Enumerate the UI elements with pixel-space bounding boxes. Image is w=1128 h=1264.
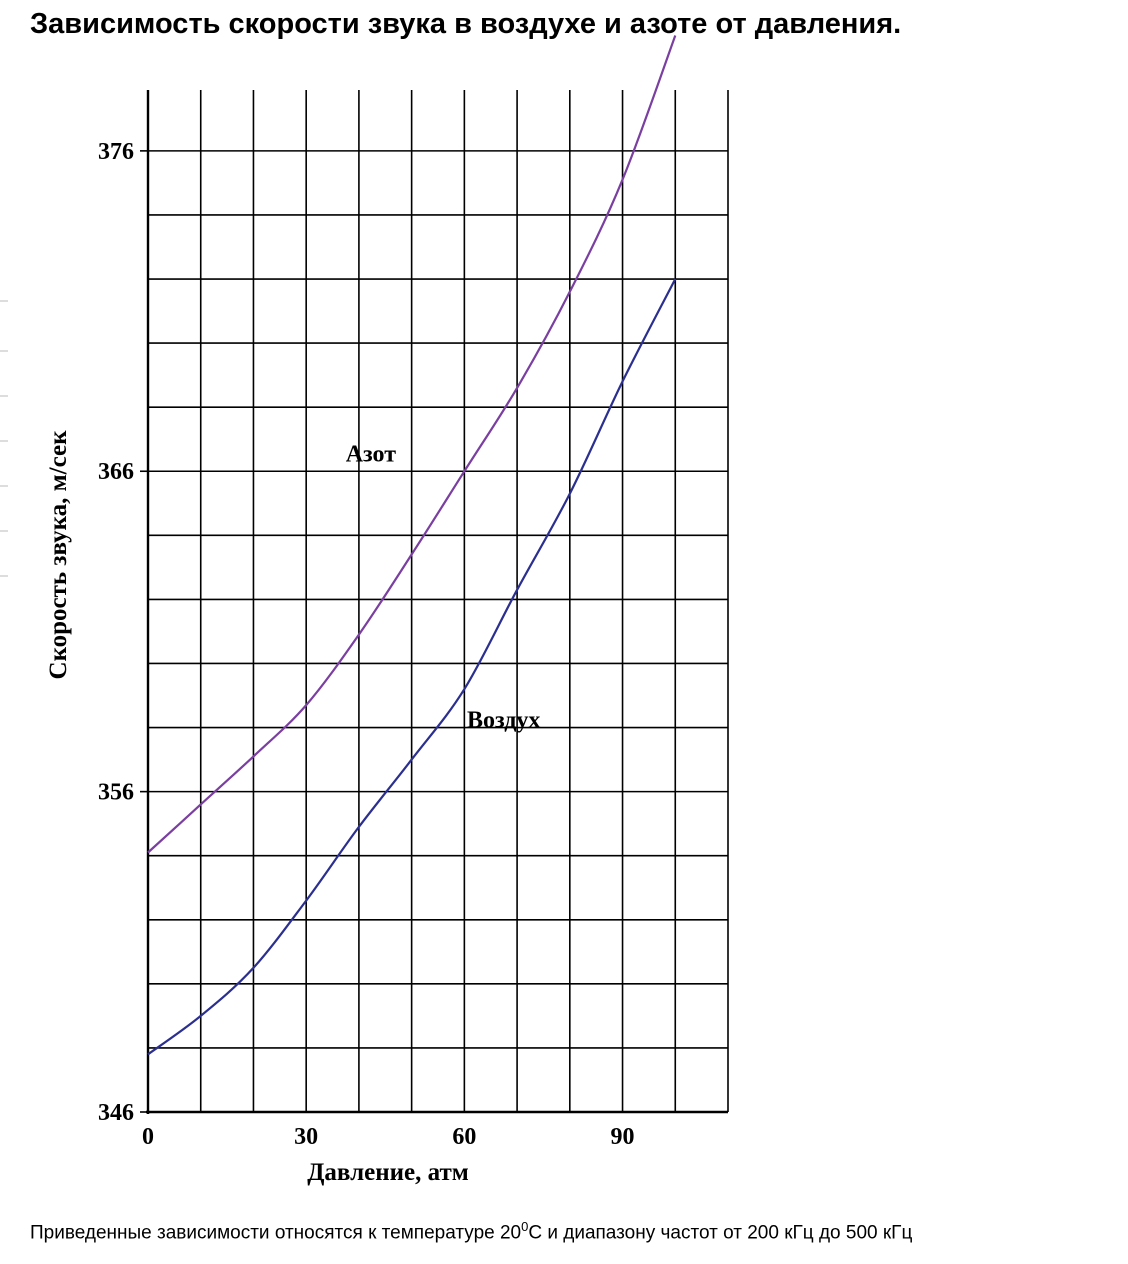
series-line-nitrogen: [147, 35, 677, 854]
x-tick-label: 0: [142, 1124, 154, 1150]
y-tick-label: 376: [98, 139, 134, 165]
edge-artifact: [0, 350, 8, 352]
series-annotation: Воздух: [467, 708, 540, 734]
edge-artifact: [0, 575, 8, 577]
footnote-text-before: Приведенные зависимости относятся к темп…: [30, 1222, 522, 1244]
series-annotation: Азот: [346, 442, 397, 468]
y-axis-label: Скорость звука, м/сек: [45, 430, 72, 680]
chart: Азот Воздух 346 356 366 376 0 30 60 90 Давление, а…: [45, 35, 729, 1186]
series-line-air: [147, 278, 677, 1056]
footnote-text-after: С и диапазону частот от 200 кГц до 500 к…: [528, 1222, 913, 1244]
chart-labels: Азот Воздух 346 356 366 376 0 30 60 90 Давление, а…: [45, 139, 635, 1186]
page-title: Зависимость скорости звука в воздухе и а…: [30, 8, 902, 40]
y-tick-label: 366: [98, 459, 134, 485]
x-tick-label: 90: [611, 1124, 635, 1150]
x-tick-label: 30: [294, 1124, 318, 1150]
chart-grid: [140, 90, 729, 1114]
footnote: Приведенные зависимости относятся к темп…: [30, 1219, 912, 1244]
edge-artifact: [0, 530, 8, 532]
y-tick-label: 346: [98, 1100, 134, 1126]
edge-artifact: [0, 300, 8, 302]
x-axis-label: Давление, атм: [307, 1159, 469, 1186]
chart-series: [147, 35, 677, 1056]
x-tick-label: 60: [452, 1124, 476, 1150]
edge-artifact: [0, 395, 8, 397]
edge-artifact: [0, 440, 8, 442]
y-tick-label: 356: [98, 780, 134, 806]
footnote-superscript: 0: [521, 1219, 529, 1234]
edge-artifact: [0, 485, 8, 487]
